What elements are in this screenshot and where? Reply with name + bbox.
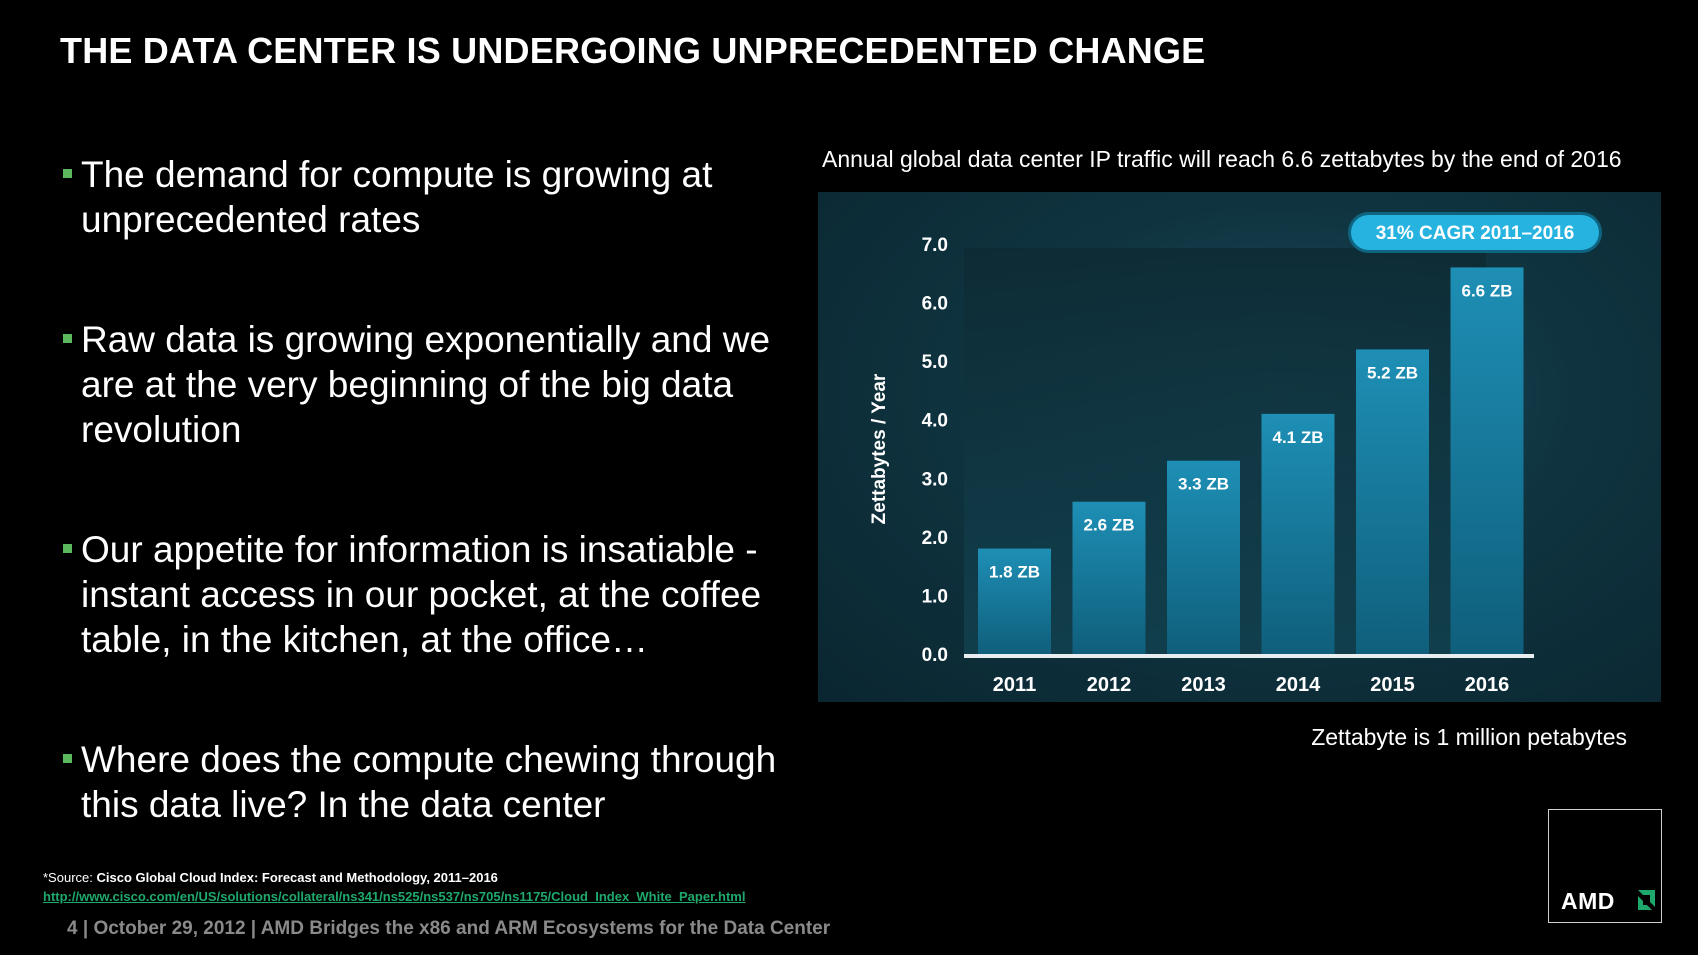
source-citation: *Source: Cisco Global Cloud Index: Forec… [43,870,498,885]
bar [1072,501,1146,654]
amd-logo-text: AMD [1561,888,1615,914]
bullet-square-icon [63,334,72,343]
y-tick-label: 5.0 [922,352,948,373]
y-tick-label: 0.0 [922,645,948,666]
bullet-text: Where does the compute chewing through t… [81,739,777,825]
y-tick-label: 1.0 [922,586,948,607]
x-tick-label: 2014 [1276,674,1321,696]
source-link[interactable]: http://www.cisco.com/en/US/solutions/col… [43,889,746,904]
x-tick-label: 2013 [1181,674,1226,696]
bar-chart: Zettabytes / Year 0.0 1.0 2.0 3.0 4.0 5.0 6.0 7.… [869,212,1602,696]
bullet-item: Our appetite for information is insatiab… [60,527,820,662]
bullet-square-icon [63,169,72,178]
bullet-square-icon [63,544,72,553]
data-label: 5.2 ZB [1367,363,1418,382]
bullet-item: The demand for compute is growing at unp… [60,152,820,242]
bullet-text: Our appetite for information is insatiab… [81,529,762,660]
y-tick-label: 6.0 [922,294,948,315]
data-label: 2.6 ZB [1083,516,1134,535]
cagr-badge [1351,215,1599,250]
bullet-item: Raw data is growing exponentially and we… [60,317,820,452]
y-tick-label: 3.0 [922,469,948,490]
y-tick-label: 4.0 [922,411,948,432]
source-title: Cisco Global Cloud Index: Forecast and M… [96,870,498,885]
bar [1261,413,1335,654]
cagr-badge-text: 31% CAGR 2011–2016 [1376,223,1575,244]
data-label: 4.1 ZB [1272,428,1323,447]
source-prefix: *Source: [43,870,97,885]
bar [1356,349,1429,654]
amd-arrow-icon [1638,890,1655,910]
bullet-text: Raw data is growing exponentially and we… [81,319,771,450]
chart-panel: Zettabytes / Year 0.0 1.0 2.0 3.0 4.0 5.0 6.0 7.… [818,192,1661,702]
bar [1167,460,1240,654]
y-axis-label: Zettabytes / Year [869,373,890,524]
data-label: 6.6 ZB [1461,281,1512,300]
slide-footer: 4 | October 29, 2012 | AMD Bridges the x… [67,918,831,939]
x-tick-label: 2012 [1087,674,1132,696]
bullet-text: The demand for compute is growing at unp… [81,154,713,240]
bullet-item: Where does the compute chewing through t… [60,737,820,827]
x-tick-label: 2016 [1465,674,1510,696]
bullet-square-icon [63,754,72,763]
x-tick-label: 2011 [993,674,1036,696]
x-tick-label: 2015 [1370,674,1415,696]
zettabyte-note: Zettabyte is 1 million petabytes [1311,724,1627,750]
bar [978,548,1051,654]
slide-title: THE DATA CENTER IS UNDERGOING UNPRECEDEN… [60,30,1206,71]
bar [1450,267,1524,654]
bullet-list: The demand for compute is growing at unp… [60,152,820,902]
amd-logo: AMD [1548,809,1662,923]
chart-caption: Annual global data center IP traffic wil… [822,146,1622,172]
y-tick-label: 7.0 [922,235,948,256]
data-label: 1.8 ZB [989,563,1040,582]
y-tick-label: 2.0 [922,528,948,549]
data-label: 3.3 ZB [1178,475,1229,494]
